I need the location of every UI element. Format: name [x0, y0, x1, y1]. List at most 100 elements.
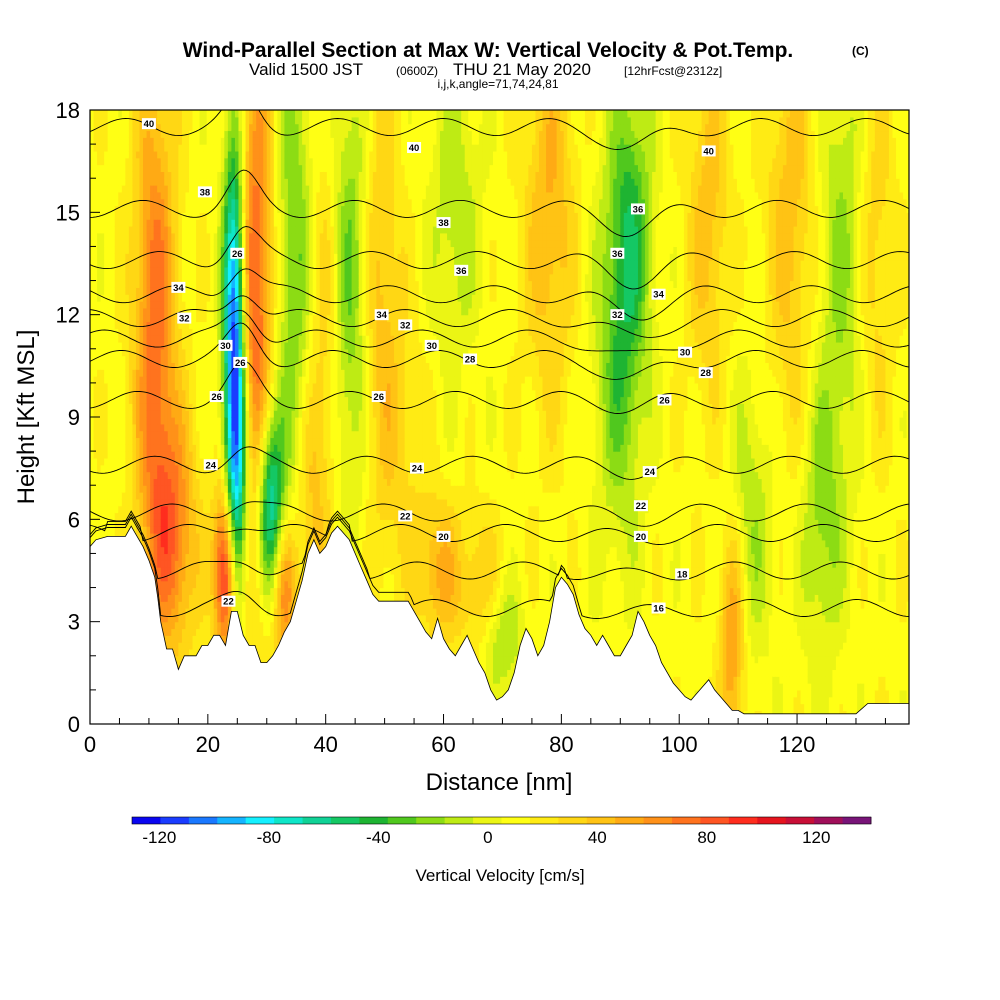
velocity-cell [210, 355, 215, 364]
velocity-cell [213, 512, 218, 520]
velocity-cell [273, 457, 278, 466]
velocity-cell [220, 505, 225, 514]
velocity-cell [252, 219, 257, 227]
velocity-cell [213, 532, 218, 541]
velocity-cell [114, 423, 119, 432]
velocity-cell [135, 219, 141, 227]
velocity-cell [174, 512, 179, 520]
velocity-cell [171, 519, 176, 527]
velocity-cell [245, 560, 250, 568]
velocity-cell [213, 355, 218, 364]
velocity-cell [266, 294, 271, 302]
velocity-cell [220, 171, 225, 179]
velocity-cell [231, 239, 236, 248]
velocity-cell [270, 110, 275, 118]
velocity-cell [174, 485, 179, 493]
velocity-cell [121, 451, 126, 459]
velocity-cell [164, 239, 169, 248]
velocity-cell [203, 232, 208, 241]
velocity-cell [227, 123, 233, 132]
velocity-cell [252, 294, 257, 302]
velocity-cell [213, 485, 218, 493]
velocity-cell [128, 498, 134, 507]
velocity-cell [217, 294, 222, 302]
velocity-cell [111, 191, 116, 200]
velocity-cell [238, 601, 243, 609]
velocity-cell [181, 348, 187, 357]
velocity-cell [160, 614, 165, 623]
velocity-cell [100, 260, 105, 268]
velocity-cell [160, 526, 165, 534]
velocity-cell [114, 110, 119, 118]
velocity-cell [100, 246, 105, 254]
velocity-cell [167, 505, 172, 514]
velocity-cell [234, 321, 240, 329]
velocity-cell [203, 294, 208, 302]
velocity-cell [100, 444, 105, 452]
velocity-cell [171, 580, 176, 589]
velocity-cell [256, 157, 261, 166]
velocity-cell [174, 642, 179, 650]
velocity-cell [150, 144, 155, 152]
velocity-cell [220, 560, 225, 568]
velocity-cell [178, 205, 183, 213]
velocity-cell [146, 532, 151, 541]
velocity-cell [242, 389, 247, 398]
velocity-cell [220, 471, 225, 479]
velocity-cell [220, 478, 225, 486]
velocity-cell [171, 621, 176, 630]
velocity-cell [93, 396, 98, 404]
velocity-cell [160, 437, 165, 445]
velocity-cell [234, 601, 240, 609]
velocity-cell [157, 478, 162, 486]
velocity-cell [206, 396, 211, 404]
velocity-cell [259, 335, 264, 343]
velocity-cell [273, 198, 278, 207]
velocity-cell [259, 553, 264, 561]
velocity-cell [238, 376, 243, 384]
velocity-cell [245, 307, 250, 316]
velocity-cell [181, 150, 187, 159]
velocity-cell [157, 423, 162, 432]
velocity-cell [111, 478, 116, 486]
velocity-cell [203, 157, 208, 166]
velocity-cell [174, 553, 179, 561]
velocity-cell [213, 403, 218, 411]
velocity-cell [192, 485, 197, 493]
velocity-cell [220, 430, 225, 439]
velocity-cell [277, 635, 282, 643]
velocity-cell [164, 457, 169, 466]
velocity-cell [203, 307, 208, 316]
velocity-cell [143, 253, 148, 261]
velocity-cell [252, 362, 257, 370]
velocity-cell [259, 437, 264, 445]
velocity-cell [164, 444, 169, 452]
velocity-cell [213, 137, 218, 145]
velocity-cell [273, 335, 278, 343]
velocity-cell [135, 492, 141, 500]
velocity-cell [125, 205, 130, 213]
velocity-cell [273, 498, 278, 507]
velocity-cell [121, 157, 126, 166]
velocity-cell [227, 273, 233, 282]
velocity-cell [104, 301, 109, 309]
velocity-cell [234, 110, 240, 118]
velocity-cell [174, 239, 179, 248]
velocity-cell [266, 532, 271, 541]
velocity-cell [210, 512, 215, 520]
velocity-cell [192, 505, 197, 514]
velocity-cell [227, 505, 233, 514]
velocity-cell [100, 410, 105, 418]
velocity-cell [263, 471, 268, 479]
velocity-cell [199, 635, 204, 643]
velocity-cell [256, 116, 261, 125]
velocity-cell [263, 130, 268, 138]
velocity-cell [259, 505, 264, 514]
velocity-cell [192, 225, 197, 234]
velocity-cell [203, 417, 208, 425]
velocity-cell [270, 417, 275, 425]
velocity-cell [213, 498, 218, 507]
velocity-cell [263, 348, 268, 357]
velocity-cell [178, 505, 183, 514]
velocity-cell [238, 594, 243, 602]
